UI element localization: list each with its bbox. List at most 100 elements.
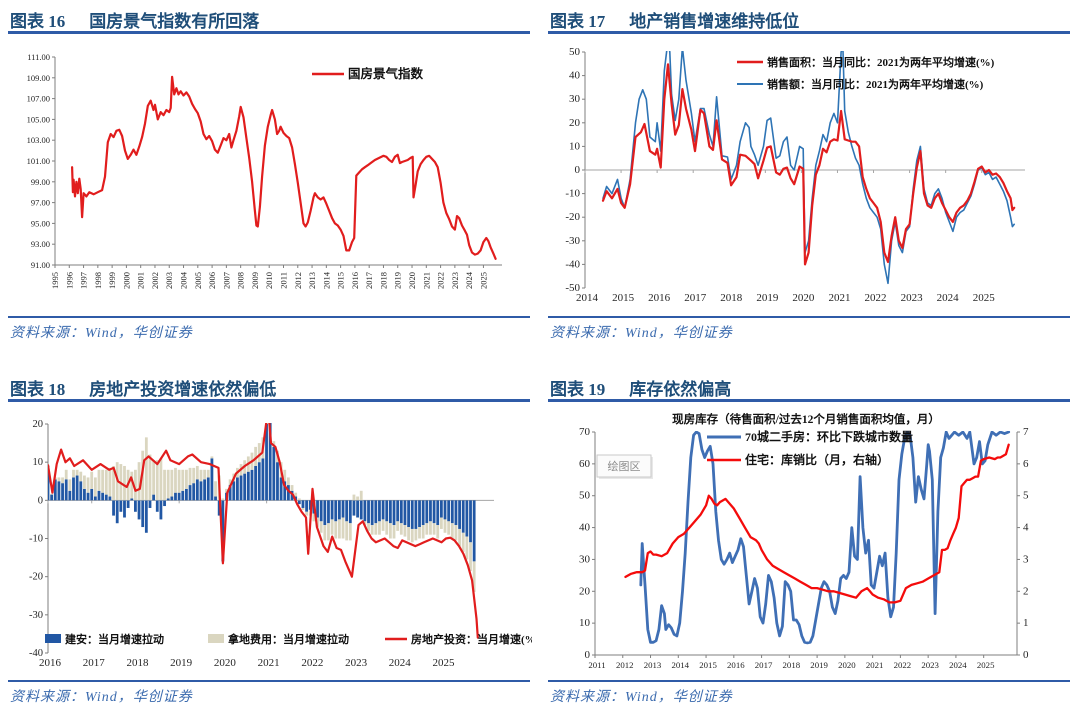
- svg-text:2013: 2013: [644, 660, 662, 670]
- svg-text:-20: -20: [29, 572, 43, 583]
- svg-text:0: 0: [585, 649, 591, 661]
- svg-text:40: 40: [579, 522, 591, 534]
- svg-text:-50: -50: [565, 282, 580, 294]
- svg-text:2025: 2025: [977, 660, 995, 670]
- panel-fig19: 图表 19 库存依然偏高 0 10 20 30 40 50 60 70 0 1 2 3 4 5 6 7 2011 2…: [540, 368, 1080, 726]
- svg-text:2025: 2025: [433, 657, 456, 669]
- panel-fig16: 图表 16 国房景气指数有所回落 91.00 93.00 95.00 97.00 99.0…: [0, 0, 540, 358]
- svg-text:2017: 2017: [684, 292, 707, 304]
- svg-text:70城二手房：环比下跌城市数量: 70城二手房：环比下跌城市数量: [745, 429, 913, 444]
- svg-text:2014: 2014: [671, 660, 689, 670]
- svg-text:4: 4: [1023, 522, 1029, 534]
- svg-text:0: 0: [38, 495, 43, 506]
- svg-text:2018: 2018: [126, 657, 149, 669]
- svg-text:97.00: 97.00: [31, 198, 50, 208]
- svg-text:2024: 2024: [464, 271, 474, 289]
- svg-text:103.00: 103.00: [27, 135, 50, 145]
- svg-text:2019: 2019: [756, 292, 779, 304]
- svg-text:2022: 2022: [436, 272, 446, 289]
- svg-text:95.00: 95.00: [31, 218, 50, 228]
- svg-text:0: 0: [1023, 649, 1029, 661]
- svg-text:住宅：库销比（月，右轴）: 住宅：库销比（月，右轴）: [745, 452, 889, 467]
- svg-text:-10: -10: [565, 188, 580, 200]
- panel-fig18: 图表 18 房地产投资增速依然偏低 -40 -30 -20 -10 0 10 20 2016 20…: [0, 368, 540, 726]
- svg-text:7: 7: [1023, 426, 1029, 438]
- svg-text:房地产投资：当月增速(%): 房地产投资：当月增速(%): [411, 632, 532, 646]
- svg-text:2011: 2011: [278, 272, 288, 289]
- fig19-title-rule: [548, 399, 1070, 402]
- fig18-bottom-rule: [8, 680, 530, 682]
- svg-text:-40: -40: [29, 648, 43, 659]
- svg-text:2016: 2016: [350, 272, 360, 289]
- svg-text:50: 50: [579, 490, 591, 502]
- svg-text:现房库存（待售面积/过去12个月销售面积均值，月）: 现房库存（待售面积/过去12个月销售面积均值，月）: [672, 412, 940, 426]
- svg-text:2007: 2007: [221, 272, 231, 289]
- svg-text:2014: 2014: [321, 271, 331, 289]
- svg-text:107.00: 107.00: [27, 94, 50, 104]
- svg-text:2016: 2016: [39, 657, 62, 669]
- fig16-title-rule: [8, 31, 530, 34]
- fig19-label: 图表 19: [550, 380, 606, 399]
- svg-text:1995: 1995: [50, 272, 60, 289]
- svg-text:绘图区: 绘图区: [608, 459, 641, 473]
- svg-text:91.00: 91.00: [31, 260, 50, 270]
- svg-text:3: 3: [1023, 553, 1029, 565]
- svg-text:2018: 2018: [783, 660, 801, 670]
- fig19-title-text: 库存依然偏高: [629, 380, 732, 399]
- svg-text:10: 10: [33, 457, 44, 468]
- svg-text:2020: 2020: [407, 272, 417, 289]
- svg-text:2017: 2017: [83, 657, 106, 669]
- svg-text:1996: 1996: [64, 272, 74, 289]
- svg-text:2018: 2018: [378, 272, 388, 289]
- svg-text:2: 2: [1023, 585, 1029, 597]
- svg-text:5: 5: [1023, 490, 1029, 502]
- svg-text:70: 70: [579, 426, 591, 438]
- svg-text:105.00: 105.00: [27, 114, 50, 124]
- svg-text:2016: 2016: [648, 292, 671, 304]
- fig16-bottom-rule: [8, 316, 530, 318]
- svg-text:99.00: 99.00: [31, 177, 50, 187]
- fig16-source: 资料来源：Wind，华创证券: [10, 326, 193, 341]
- svg-text:2018: 2018: [720, 292, 743, 304]
- svg-text:93.00: 93.00: [31, 239, 50, 249]
- svg-text:20: 20: [569, 117, 581, 129]
- svg-text:50: 50: [569, 46, 581, 58]
- fig19-source: 资料来源：Wind，华创证券: [550, 690, 733, 705]
- fig17-label: 图表 17: [550, 12, 606, 31]
- svg-text:2020: 2020: [214, 657, 237, 669]
- fig18-title: 图表 18 房地产投资增速依然偏低: [10, 375, 276, 400]
- fig18-title-rule: [8, 399, 530, 402]
- svg-text:2020: 2020: [792, 292, 815, 304]
- svg-text:111.00: 111.00: [27, 52, 50, 62]
- svg-text:2015: 2015: [336, 272, 346, 289]
- svg-text:2021: 2021: [866, 660, 884, 670]
- svg-text:-30: -30: [29, 610, 43, 621]
- svg-text:40: 40: [569, 70, 581, 82]
- svg-text:2015: 2015: [612, 292, 635, 304]
- fig19-chart: 0 10 20 30 40 50 60 70 0 1 2 3 4 5 6 7 2011 2012 2013 2014 2…: [579, 412, 1029, 670]
- svg-text:1999: 1999: [107, 272, 117, 289]
- svg-text:2010: 2010: [264, 272, 274, 289]
- svg-text:0: 0: [575, 164, 581, 176]
- svg-text:6: 6: [1023, 458, 1029, 470]
- svg-text:2025: 2025: [478, 272, 488, 289]
- svg-text:2000: 2000: [121, 272, 131, 289]
- panel-fig17: 图表 17 地产销售增速维持低位 -50 -40 -30 -20 -10 0 10 20 30 40…: [540, 0, 1080, 358]
- svg-text:-20: -20: [565, 211, 580, 223]
- svg-text:2022: 2022: [865, 292, 887, 304]
- fig19-bottom-rule: [548, 680, 1070, 682]
- svg-text:2024: 2024: [389, 657, 412, 669]
- fig18-label: 图表 18: [10, 380, 66, 399]
- svg-text:2016: 2016: [727, 660, 745, 670]
- svg-text:2019: 2019: [170, 657, 193, 669]
- svg-text:1: 1: [1023, 617, 1029, 629]
- fig18-title-text: 房地产投资增速依然偏低: [89, 380, 277, 399]
- svg-text:101.00: 101.00: [27, 156, 50, 166]
- svg-text:2023: 2023: [921, 660, 939, 670]
- svg-text:2002: 2002: [150, 272, 160, 289]
- svg-text:拿地费用：当月增速拉动: 拿地费用：当月增速拉动: [227, 632, 349, 646]
- svg-text:30: 30: [579, 553, 591, 565]
- svg-text:国房景气指数: 国房景气指数: [348, 66, 424, 81]
- fig17-title-text: 地产销售增速维持低位: [629, 12, 800, 31]
- svg-text:2003: 2003: [164, 272, 174, 289]
